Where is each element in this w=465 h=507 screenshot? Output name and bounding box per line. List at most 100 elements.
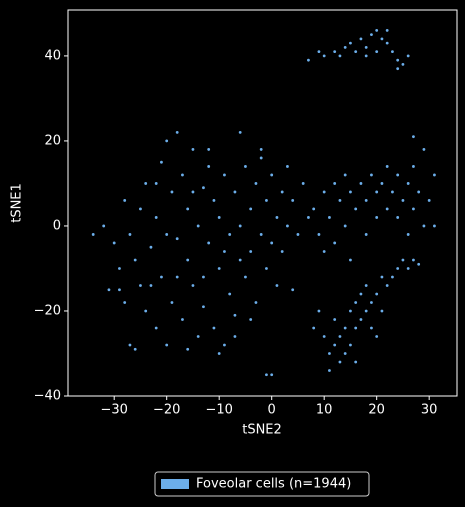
point bbox=[175, 275, 179, 279]
point bbox=[265, 267, 268, 270]
point bbox=[149, 245, 153, 249]
point bbox=[375, 190, 379, 194]
point bbox=[123, 301, 127, 304]
point bbox=[165, 343, 169, 347]
point bbox=[128, 233, 132, 236]
point bbox=[343, 46, 347, 49]
point bbox=[412, 258, 415, 262]
point bbox=[364, 46, 368, 49]
y-tick-label: −20 bbox=[34, 303, 61, 318]
point bbox=[364, 233, 368, 236]
x-tick-label: −30 bbox=[100, 403, 127, 418]
point bbox=[328, 352, 331, 355]
point bbox=[417, 190, 421, 194]
point bbox=[322, 335, 326, 338]
point bbox=[370, 173, 373, 177]
point bbox=[349, 41, 352, 45]
point bbox=[396, 216, 400, 219]
point bbox=[422, 148, 426, 151]
point bbox=[228, 233, 232, 236]
point bbox=[406, 233, 410, 236]
point bbox=[349, 309, 352, 313]
point bbox=[291, 288, 295, 292]
point bbox=[317, 233, 321, 236]
point bbox=[196, 224, 200, 228]
point bbox=[296, 233, 300, 236]
point bbox=[181, 318, 184, 321]
point bbox=[354, 326, 358, 330]
point bbox=[380, 182, 384, 185]
point bbox=[333, 241, 337, 245]
point bbox=[406, 267, 410, 270]
point bbox=[170, 190, 174, 194]
point bbox=[191, 148, 195, 151]
x-tick-label: 20 bbox=[368, 403, 385, 418]
point bbox=[364, 54, 368, 58]
point bbox=[401, 258, 405, 262]
point bbox=[412, 207, 415, 211]
point bbox=[259, 156, 263, 160]
point bbox=[375, 50, 379, 54]
point bbox=[307, 216, 310, 219]
point bbox=[270, 241, 274, 245]
point bbox=[354, 301, 358, 304]
point bbox=[139, 284, 142, 287]
x-tick-label: −20 bbox=[153, 403, 180, 418]
point bbox=[333, 182, 337, 185]
point bbox=[133, 347, 137, 351]
point bbox=[128, 343, 132, 347]
x-axis-label: tSNE2 bbox=[242, 423, 282, 438]
point bbox=[249, 318, 253, 321]
point bbox=[118, 288, 121, 292]
point bbox=[396, 173, 400, 177]
point bbox=[170, 301, 174, 304]
point bbox=[217, 216, 221, 219]
point bbox=[118, 267, 121, 270]
point bbox=[265, 373, 268, 377]
point bbox=[244, 165, 247, 168]
point bbox=[328, 369, 331, 372]
point bbox=[144, 182, 148, 185]
point bbox=[417, 262, 421, 266]
point bbox=[207, 148, 211, 151]
point bbox=[160, 160, 163, 164]
point bbox=[233, 335, 237, 338]
point bbox=[333, 50, 337, 54]
point bbox=[186, 258, 190, 262]
point bbox=[401, 63, 405, 66]
point bbox=[275, 284, 279, 287]
point bbox=[338, 54, 342, 58]
point bbox=[102, 224, 106, 228]
point bbox=[412, 135, 415, 139]
point bbox=[364, 199, 368, 202]
point bbox=[191, 190, 195, 194]
point bbox=[107, 288, 111, 292]
point bbox=[359, 182, 363, 185]
point bbox=[175, 237, 179, 241]
point bbox=[265, 199, 268, 202]
point bbox=[307, 58, 310, 62]
point bbox=[280, 250, 284, 253]
point bbox=[338, 335, 342, 338]
point bbox=[328, 216, 331, 219]
point bbox=[259, 233, 263, 236]
point bbox=[370, 326, 373, 330]
point bbox=[354, 50, 358, 54]
y-tick-label: 40 bbox=[44, 48, 61, 63]
point bbox=[375, 335, 379, 338]
point bbox=[349, 190, 352, 194]
point bbox=[301, 182, 305, 185]
point bbox=[370, 33, 373, 37]
point bbox=[286, 165, 289, 168]
point bbox=[380, 309, 384, 313]
point bbox=[391, 50, 394, 54]
point bbox=[238, 131, 242, 134]
point bbox=[207, 241, 211, 245]
point bbox=[202, 275, 205, 279]
point bbox=[186, 347, 190, 351]
point bbox=[406, 182, 410, 185]
point bbox=[160, 275, 163, 279]
point bbox=[202, 186, 205, 190]
point bbox=[322, 250, 326, 253]
